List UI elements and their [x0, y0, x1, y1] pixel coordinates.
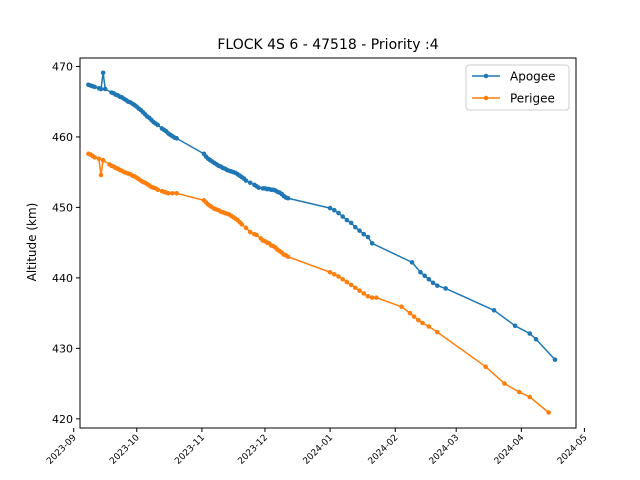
data-point-apogee — [443, 286, 448, 291]
data-point-perigee — [285, 254, 291, 260]
data-point-perigee — [254, 232, 259, 238]
data-point-perigee — [365, 293, 371, 299]
data-point-apogee — [422, 273, 427, 279]
data-point-perigee — [407, 310, 413, 316]
data-point-apogee — [155, 122, 161, 128]
legend-label-apogee: Apogee — [510, 70, 556, 84]
data-point-apogee — [409, 260, 415, 265]
y-tick-label: 430 — [52, 342, 73, 355]
data-point-perigee — [348, 282, 354, 288]
y-tick-label: 470 — [52, 60, 73, 73]
data-point-perigee — [239, 222, 245, 227]
data-point-perigee — [98, 172, 104, 178]
data-point-perigee — [411, 314, 417, 319]
data-point-perigee — [361, 291, 367, 296]
data-point-apogee — [369, 241, 375, 246]
data-point-perigee — [546, 410, 551, 415]
data-point-perigee — [344, 279, 350, 285]
data-point-perigee — [92, 155, 98, 160]
data-point-apogee — [102, 86, 108, 92]
plot-frame — [79, 57, 577, 429]
data-point-perigee — [374, 295, 379, 300]
data-point-apogee — [243, 178, 249, 183]
data-point-apogee — [365, 234, 371, 240]
plot-area — [86, 70, 558, 415]
legend-marker-perigee — [483, 95, 489, 101]
data-point-perigee — [353, 285, 358, 291]
data-point-perigee — [336, 274, 341, 279]
data-point-apogee — [527, 331, 533, 336]
data-point-perigee — [340, 277, 346, 282]
data-point-perigee — [483, 364, 488, 369]
data-point-apogee — [247, 180, 253, 186]
data-point-apogee — [332, 207, 337, 213]
data-point-perigee — [96, 156, 102, 162]
y-axis: 420 430 440 450 460 470 — [52, 60, 80, 426]
data-point-perigee — [502, 381, 507, 386]
data-point-perigee — [155, 187, 161, 193]
series-perigee — [86, 151, 551, 415]
data-point-perigee — [247, 229, 253, 235]
data-point-apogee — [344, 217, 350, 223]
data-point-apogee — [336, 210, 341, 216]
y-tick-label: 460 — [52, 131, 73, 144]
data-point-apogee — [98, 86, 104, 92]
data-point-apogee — [327, 205, 333, 211]
data-point-apogee — [348, 220, 354, 226]
data-point-perigee — [100, 157, 106, 163]
data-point-perigee — [357, 288, 362, 293]
data-point-perigee — [170, 191, 175, 196]
data-point-apogee — [552, 357, 558, 362]
data-point-apogee — [353, 224, 358, 230]
data-point-apogee — [361, 231, 367, 237]
legend: Apogee Perigee — [465, 64, 570, 111]
data-point-apogee — [285, 195, 291, 201]
chart-title: FLOCK 4S 6 - 47518 - Priority :4 — [217, 37, 438, 53]
data-point-apogee — [426, 277, 432, 282]
data-point-perigee — [332, 272, 337, 277]
y-tick-label: 450 — [52, 201, 73, 214]
data-point-perigee — [243, 225, 249, 231]
data-point-perigee — [369, 295, 375, 300]
data-point-perigee — [174, 191, 179, 196]
y-tick-label: 420 — [52, 413, 73, 426]
data-point-apogee — [100, 70, 106, 76]
data-point-apogee — [340, 214, 346, 219]
data-point-perigee — [165, 191, 171, 196]
data-point-apogee — [512, 323, 518, 329]
data-point-apogee — [491, 308, 497, 313]
data-point-perigee — [327, 269, 333, 275]
data-point-perigee — [434, 329, 440, 335]
data-point-apogee — [256, 185, 261, 190]
series-apogee — [86, 70, 558, 362]
data-point-perigee — [420, 320, 425, 326]
data-point-apogee — [418, 269, 423, 275]
legend-marker-apogee — [483, 73, 489, 79]
data-point-apogee — [434, 283, 440, 288]
data-point-perigee — [527, 394, 533, 400]
data-point-apogee — [533, 336, 539, 342]
data-point-perigee — [516, 389, 522, 395]
data-point-apogee — [92, 84, 98, 90]
data-point-apogee — [430, 280, 436, 286]
y-axis-label: Altitude (km) — [25, 203, 39, 282]
data-point-apogee — [357, 228, 362, 233]
data-point-perigee — [416, 317, 421, 323]
y-tick-label: 440 — [52, 272, 73, 285]
legend-label-perigee: Perigee — [510, 92, 555, 106]
data-point-apogee — [174, 136, 179, 141]
data-point-perigee — [426, 324, 432, 329]
data-point-perigee — [399, 304, 404, 310]
